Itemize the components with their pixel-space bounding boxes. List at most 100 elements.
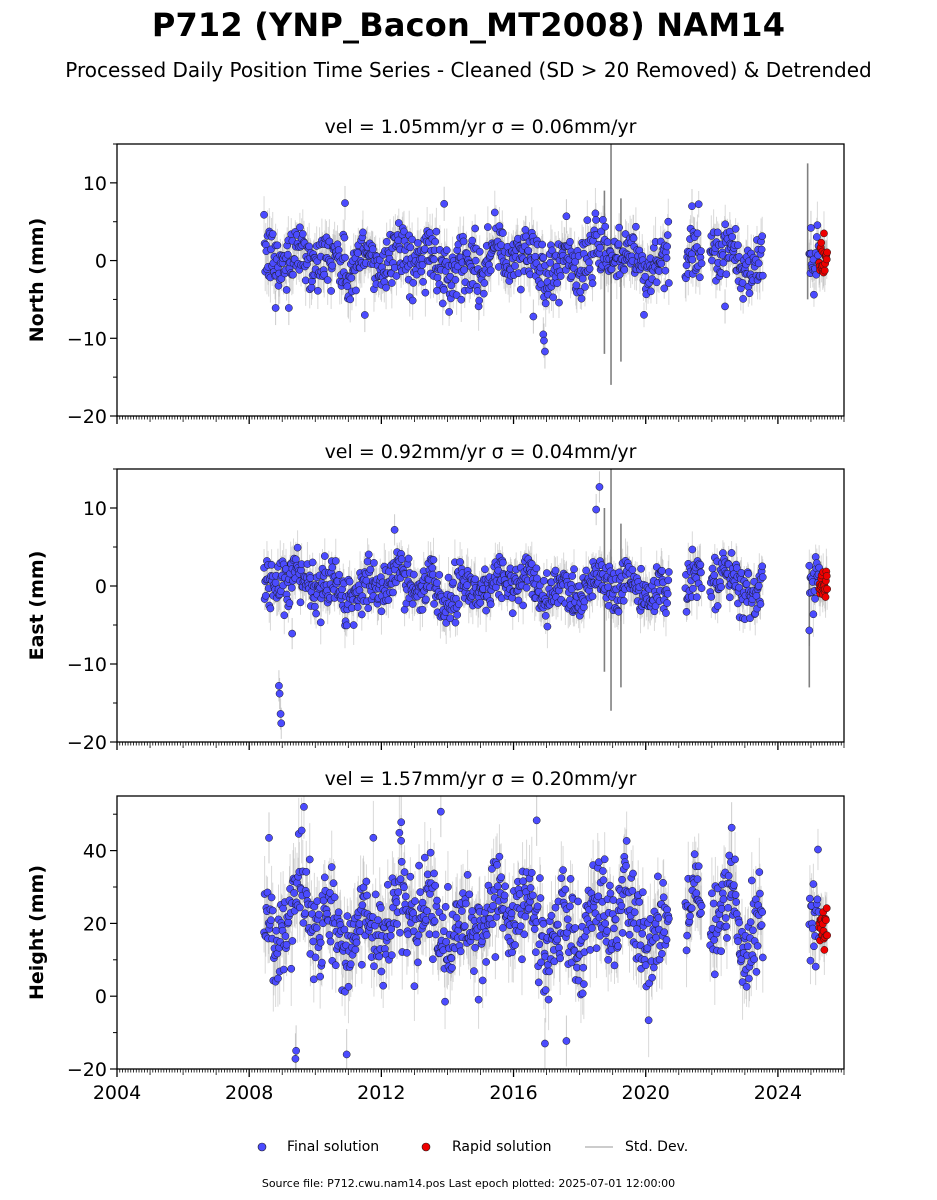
final-outlier-point bbox=[276, 710, 285, 718]
final-point bbox=[516, 285, 525, 294]
final-point bbox=[418, 605, 427, 614]
final-point bbox=[341, 253, 349, 262]
final-point bbox=[446, 614, 455, 623]
final-point bbox=[592, 216, 600, 224]
final-point bbox=[708, 256, 716, 265]
final-point bbox=[641, 272, 649, 281]
final-point bbox=[442, 246, 451, 255]
final-point bbox=[556, 272, 565, 280]
final-outlier-point bbox=[440, 199, 448, 208]
east-axis-label: East (mm) bbox=[26, 551, 48, 661]
y-tick-label: 10 bbox=[83, 498, 107, 520]
final-point bbox=[813, 221, 822, 230]
final-outlier-point bbox=[341, 199, 349, 207]
final-point bbox=[663, 231, 672, 239]
final-point bbox=[382, 283, 390, 292]
final-point bbox=[313, 286, 322, 295]
final-point bbox=[408, 600, 417, 608]
final-point bbox=[717, 583, 726, 591]
final-point bbox=[481, 565, 489, 574]
final-point bbox=[688, 255, 697, 264]
final-point bbox=[471, 224, 479, 233]
final-outlier-point bbox=[688, 202, 696, 211]
final-outlier-point bbox=[275, 689, 284, 698]
east-data bbox=[260, 469, 831, 739]
final-point bbox=[430, 600, 438, 608]
final-point bbox=[665, 568, 673, 576]
final-point bbox=[397, 555, 406, 563]
final-point bbox=[455, 600, 463, 609]
final-point bbox=[400, 605, 409, 614]
final-point bbox=[603, 238, 612, 246]
final-point bbox=[486, 266, 495, 275]
final-point bbox=[546, 258, 555, 267]
final-point bbox=[571, 257, 580, 266]
final-point bbox=[384, 596, 393, 604]
final-point bbox=[601, 222, 610, 231]
final-point bbox=[555, 298, 563, 307]
final-point bbox=[640, 310, 648, 319]
final-point bbox=[812, 233, 821, 241]
final-outlier-point bbox=[721, 302, 729, 311]
final-point bbox=[347, 274, 356, 282]
final-point bbox=[490, 208, 499, 217]
north-final-points bbox=[260, 199, 823, 356]
final-point bbox=[296, 598, 305, 607]
final-outlier-point bbox=[529, 312, 538, 321]
east-velocity-title: vel = 0.92mm/yr σ = 0.04mm/yr bbox=[325, 441, 637, 463]
final-point bbox=[663, 242, 671, 251]
final-point bbox=[664, 576, 673, 585]
final-point bbox=[306, 574, 315, 582]
final-point bbox=[663, 589, 672, 598]
final-point bbox=[349, 621, 358, 629]
final-point bbox=[632, 222, 640, 231]
final-point bbox=[432, 227, 441, 236]
final-point bbox=[522, 583, 531, 592]
height-velocity-title: vel = 1.57mm/yr σ = 0.20mm/yr bbox=[325, 768, 637, 790]
final-point bbox=[708, 564, 717, 573]
final-point bbox=[312, 609, 320, 618]
final-point bbox=[449, 578, 458, 587]
final-point bbox=[581, 283, 589, 291]
final-point bbox=[345, 577, 354, 586]
north-velocity-title: vel = 1.05mm/yr σ = 0.06mm/yr bbox=[325, 116, 637, 138]
final-point bbox=[538, 240, 547, 249]
final-point bbox=[433, 579, 441, 587]
final-outlier-point bbox=[277, 719, 286, 728]
final-point bbox=[662, 609, 670, 617]
final-point bbox=[572, 281, 581, 290]
final-point bbox=[320, 552, 329, 560]
final-point bbox=[438, 299, 447, 308]
final-point bbox=[266, 604, 275, 613]
final-outlier-point bbox=[271, 304, 280, 312]
final-point bbox=[541, 299, 550, 308]
final-point bbox=[732, 564, 741, 572]
final-point bbox=[357, 610, 366, 619]
y-tick-label: −20 bbox=[67, 406, 107, 428]
final-point bbox=[301, 276, 310, 285]
final-point bbox=[542, 569, 551, 577]
final-point bbox=[578, 274, 587, 283]
y-tick-label: −10 bbox=[67, 654, 107, 676]
final-point bbox=[476, 598, 485, 607]
final-point bbox=[541, 611, 550, 620]
final-point bbox=[279, 904, 287, 913]
final-point bbox=[352, 286, 360, 295]
final-point bbox=[271, 578, 280, 587]
final-point bbox=[457, 295, 466, 304]
final-point bbox=[693, 229, 702, 238]
final-point bbox=[394, 219, 403, 227]
final-point bbox=[758, 573, 767, 581]
final-point bbox=[331, 557, 340, 565]
rapid-point bbox=[820, 229, 828, 238]
final-point bbox=[651, 602, 660, 610]
final-point bbox=[499, 558, 507, 567]
height-data bbox=[260, 796, 831, 1069]
final-point bbox=[697, 584, 706, 593]
final-point bbox=[471, 575, 479, 584]
final-point bbox=[353, 603, 362, 612]
final-point bbox=[447, 281, 456, 290]
height-axis-label: Height (mm) bbox=[26, 865, 48, 1000]
final-point bbox=[757, 245, 766, 254]
final-point bbox=[451, 276, 460, 284]
